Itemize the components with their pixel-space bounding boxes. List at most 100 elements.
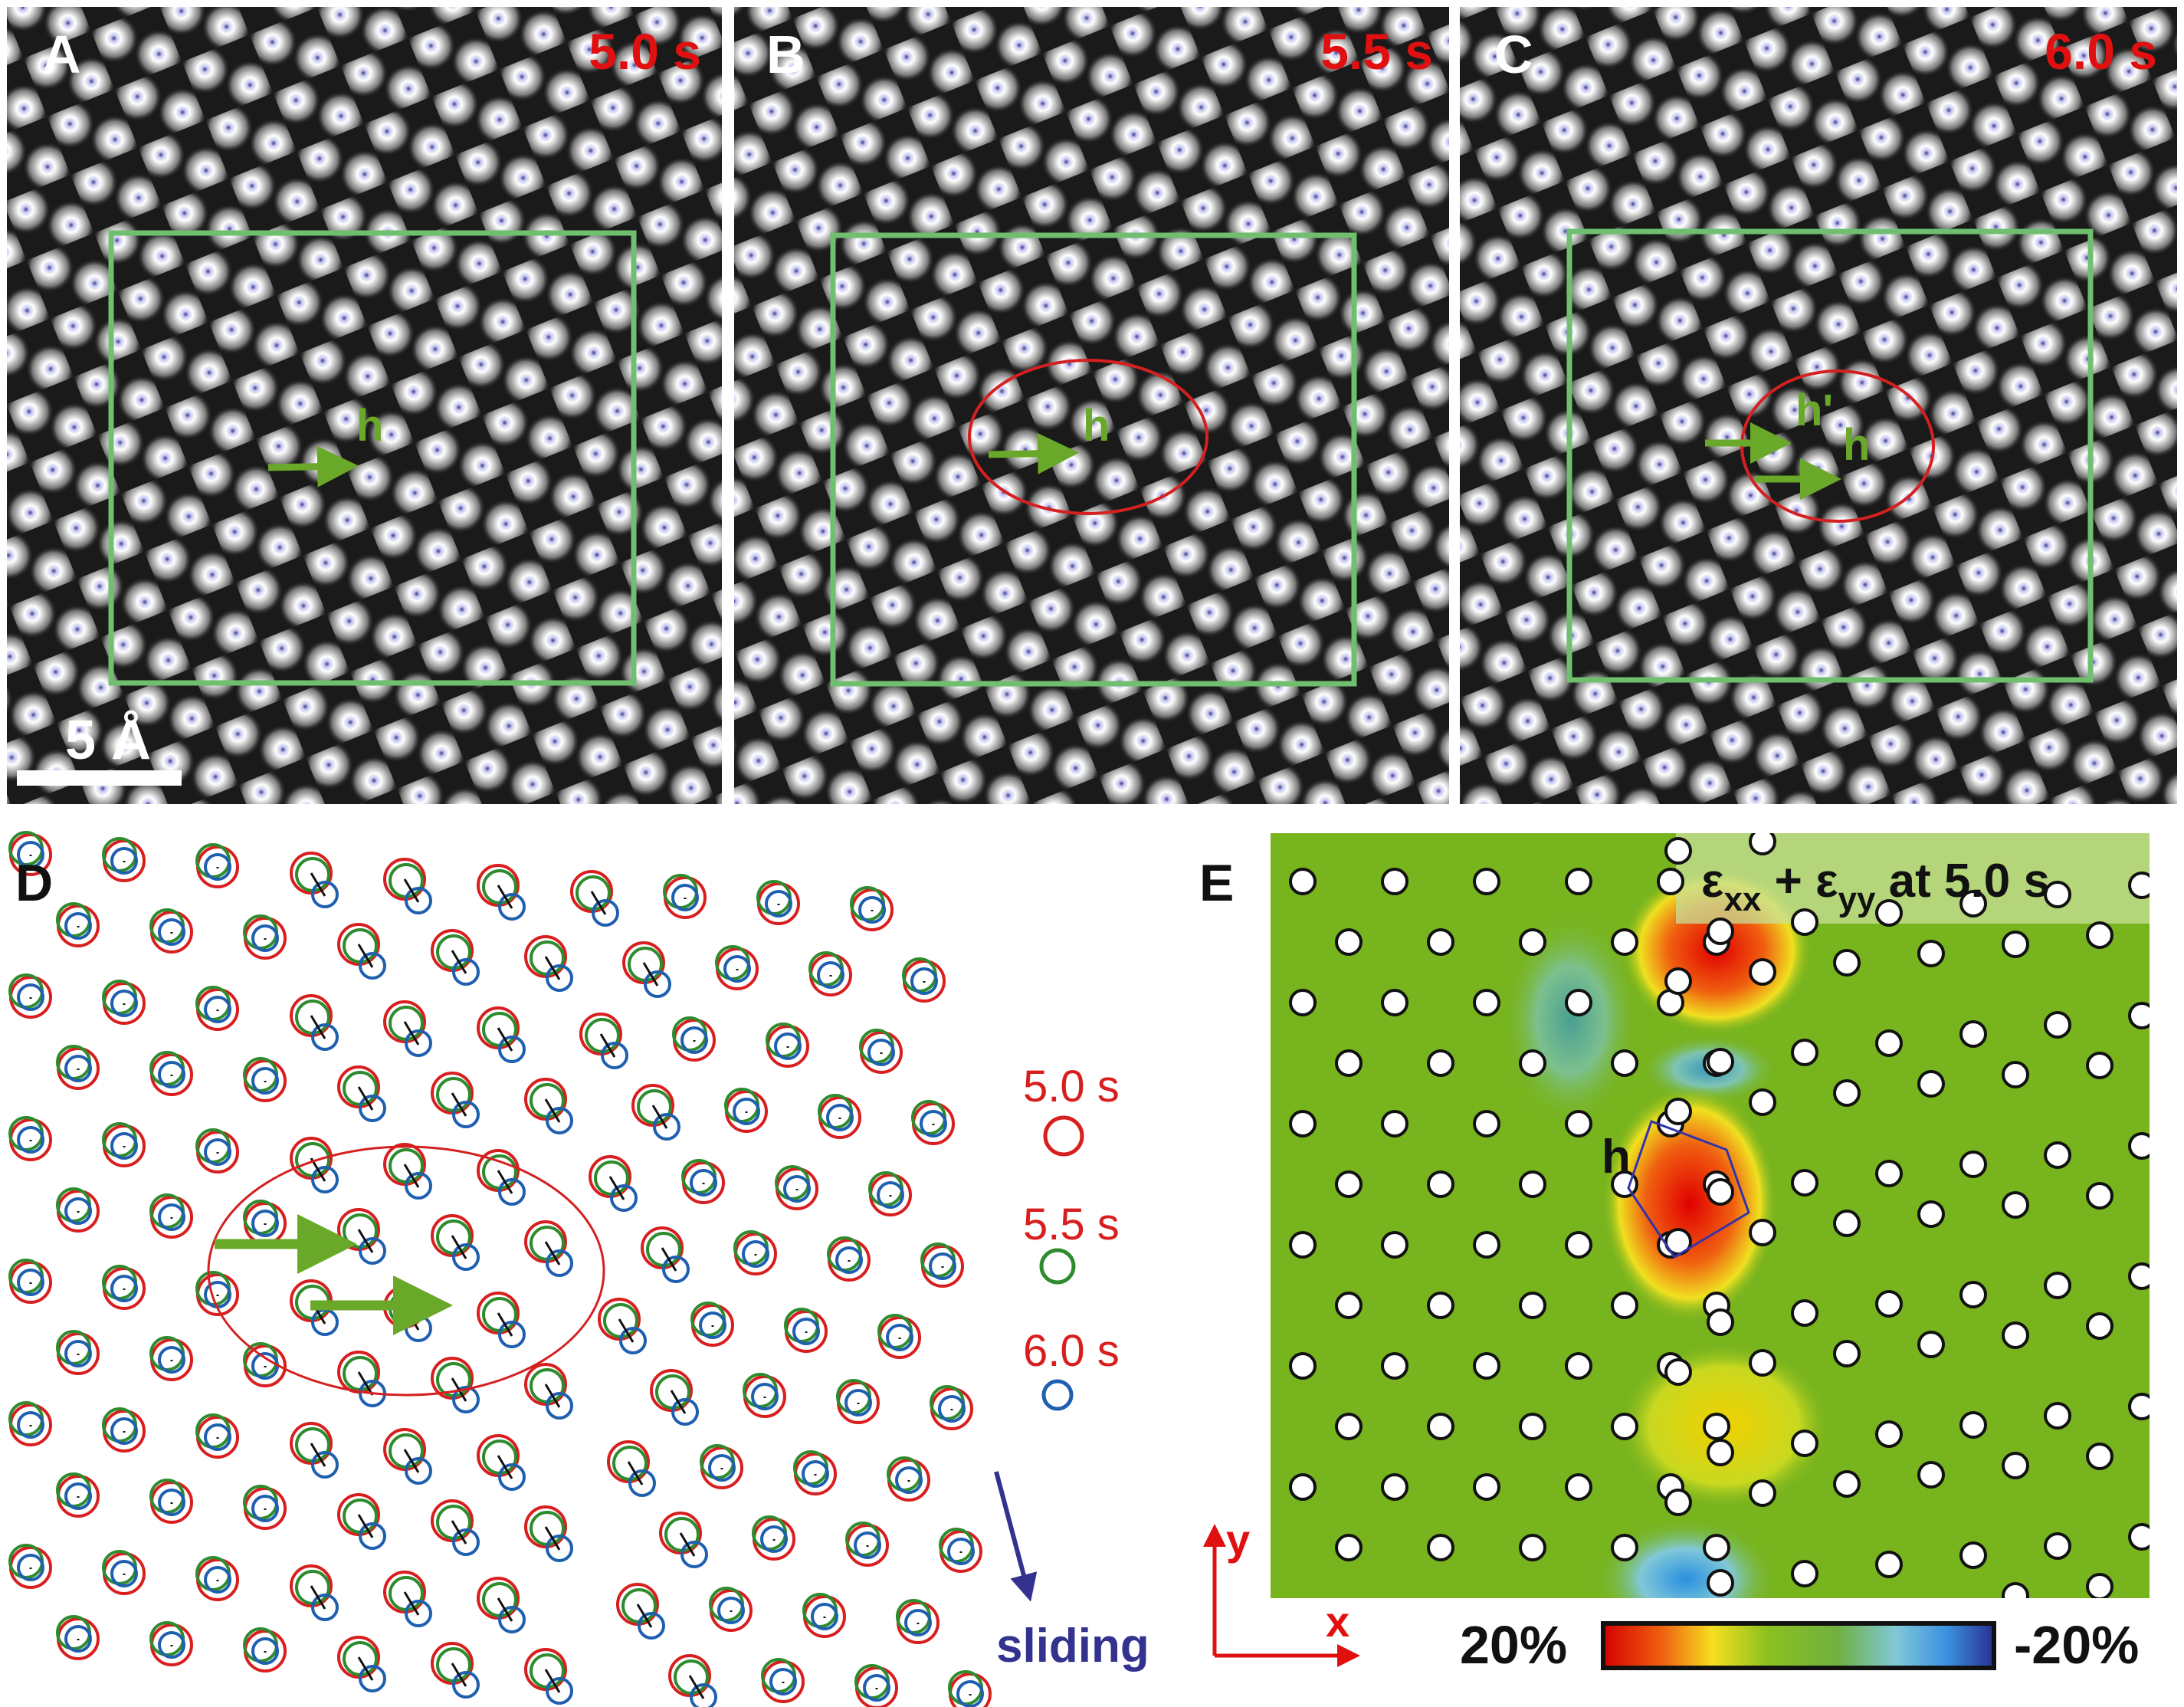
atom-trajectory — [622, 941, 671, 998]
atom-trajectory — [56, 902, 100, 947]
atom-dot — [1519, 928, 1546, 956]
atom-dot — [1791, 1169, 1818, 1197]
atom-trajectory — [700, 1444, 743, 1489]
atom-dot — [1565, 1473, 1592, 1501]
atom-dot — [1875, 1290, 1903, 1318]
atom-trajectory — [524, 1078, 573, 1134]
colorbar — [1601, 1621, 1996, 1670]
atom-trajectory — [8, 1544, 52, 1589]
atom-dot — [1749, 1088, 1776, 1116]
atom-trajectory — [631, 1084, 680, 1141]
atom-dot — [2044, 1532, 2071, 1560]
panel-a: h A 5.0 s 5 Å — [7, 7, 722, 804]
atom-trajectory — [195, 986, 239, 1031]
atom-dot — [1875, 1029, 1903, 1057]
atom-dot — [2086, 1573, 2113, 1598]
atom-trajectory — [431, 1499, 480, 1556]
defect-ellipse — [968, 359, 1208, 515]
atom-trajectory — [290, 1564, 339, 1621]
atom-dot — [1749, 958, 1776, 986]
atom-dot — [1381, 1473, 1408, 1501]
atom-dot — [1289, 1352, 1317, 1380]
atom-dot — [1611, 1413, 1638, 1440]
atom-dot — [2128, 1262, 2150, 1290]
atom-trajectory — [56, 1330, 100, 1375]
atom-dot — [1749, 833, 1776, 855]
atom-trajectory — [709, 1587, 753, 1632]
atom-trajectory — [149, 908, 193, 954]
region-box — [1566, 228, 2094, 683]
atom-trajectory — [570, 870, 619, 927]
legend: 5.0 s 5.5 s 6.0 s — [1023, 1062, 1120, 1411]
atom-trajectory — [56, 1045, 100, 1090]
atom-trajectory — [477, 864, 526, 921]
atom-trajectory — [102, 1550, 146, 1595]
atom-trajectory — [337, 1351, 386, 1407]
atom-trajectory — [589, 1155, 638, 1212]
atom-trajectory — [243, 914, 287, 960]
atom-trajectory — [149, 1336, 193, 1381]
atom-trajectory — [802, 1593, 846, 1638]
atom-trajectory — [524, 1505, 573, 1562]
atom-trajectory — [431, 1642, 480, 1699]
panel-letter: C — [1494, 25, 1533, 84]
atom-dot — [1473, 1352, 1500, 1380]
atom-dot — [1707, 1048, 1734, 1075]
atom-trajectory — [836, 1379, 880, 1424]
atom-trajectory — [431, 1072, 480, 1128]
atom-dot — [1335, 1534, 1363, 1561]
atom-dot — [1664, 967, 1692, 995]
atom-trajectory — [579, 1013, 628, 1069]
legend-marker — [1043, 1115, 1084, 1157]
atom-dot — [1703, 1413, 1730, 1440]
atom-dot — [1917, 1200, 1945, 1228]
atom-trajectory — [337, 1493, 386, 1550]
marker-h: h — [1843, 420, 1870, 470]
atom-dot — [1664, 1489, 1692, 1516]
arrow-icon — [988, 432, 1079, 474]
atom-dot — [1833, 1079, 1861, 1107]
time-label: 5.0 s — [589, 23, 701, 80]
atom-dot — [1664, 1358, 1692, 1386]
atom-dot — [1791, 1430, 1818, 1457]
atom-trajectory — [524, 1363, 573, 1420]
atom-dot — [1959, 1411, 1987, 1439]
atom-trajectory — [524, 935, 573, 992]
atom-trajectory — [8, 1401, 52, 1446]
atom-trajectory — [761, 1658, 805, 1703]
atom-dot — [2044, 1272, 2071, 1299]
atom-dot — [1833, 1210, 1861, 1237]
atom-dot — [1289, 1231, 1317, 1259]
legend-label: 6.0 s — [1023, 1326, 1120, 1376]
atom-trajectory — [868, 1171, 912, 1216]
panel-d: D 5.0 s 5.5 s 6.0 s sliding — [8, 831, 1149, 1707]
atom-dot — [2002, 1452, 2029, 1479]
atom-trajectory — [616, 1583, 665, 1640]
atom-dot — [1565, 1231, 1592, 1259]
panel-letter: E — [1199, 854, 1234, 912]
atom-dot — [1427, 928, 1454, 956]
atom-dot — [1427, 1170, 1454, 1198]
atom-trajectory — [290, 994, 339, 1051]
atom-trajectory — [431, 1214, 480, 1271]
atom-trajectory — [102, 837, 146, 882]
atom-trajectory — [902, 957, 946, 1003]
hrtem-image — [7, 7, 722, 804]
scale-bar-label: 5 Å — [65, 710, 151, 771]
atom-trajectory — [102, 1122, 146, 1167]
atom-trajectory — [920, 1242, 964, 1288]
atom-dot — [2086, 1312, 2113, 1340]
panel-b: h B 5.5 s — [734, 7, 1449, 804]
atom-dot — [1381, 1352, 1408, 1380]
atom-trajectory — [793, 1450, 837, 1495]
legend-marker — [1039, 1248, 1076, 1285]
atom-dot — [1791, 1560, 1818, 1587]
atom-dot — [1565, 1110, 1592, 1137]
atom-trajectory — [195, 1556, 239, 1601]
atom-dot — [1875, 899, 1903, 927]
atom-trajectory — [752, 1515, 795, 1561]
atom-dot — [2128, 1132, 2150, 1160]
atom-trajectory — [195, 843, 239, 888]
atom-dot — [1427, 1292, 1454, 1319]
atom-dot — [1519, 1170, 1546, 1198]
